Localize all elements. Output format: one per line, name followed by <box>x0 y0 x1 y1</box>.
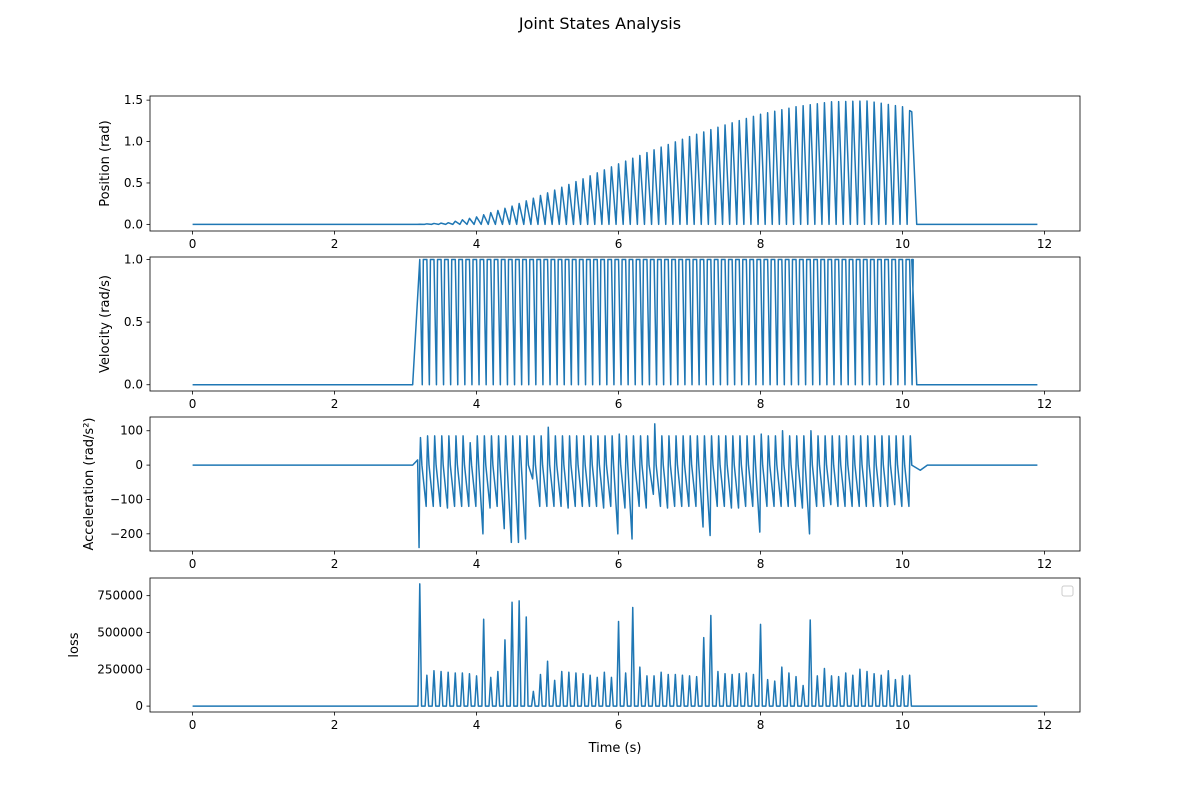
xlabel: Time (s) <box>588 741 642 756</box>
acceleration-axes-frame <box>149 416 1081 552</box>
loss-xtick-label: 4 <box>473 718 481 732</box>
loss-xtick-label: 8 <box>757 718 765 732</box>
velocity-xtick-label: 6 <box>615 397 623 411</box>
velocity-xtick-label: 12 <box>1037 397 1052 411</box>
acceleration-xtick-label: 12 <box>1037 557 1052 571</box>
acceleration-xtick-label: 10 <box>895 557 910 571</box>
velocity-xtick-label: 4 <box>473 397 481 411</box>
loss-xtick-label: 0 <box>189 718 197 732</box>
acceleration-xtick-label: 2 <box>331 557 339 571</box>
velocity-ytick-label: 0.5 <box>124 315 143 329</box>
loss-xtick-label: 2 <box>331 718 339 732</box>
velocity-ytick-label: 0.0 <box>124 378 143 392</box>
velocity-ytick-label: 1.0 <box>124 253 143 267</box>
velocity-xtick-label: 10 <box>895 397 910 411</box>
velocity-xtick-label: 0 <box>189 397 197 411</box>
position-xtick-label: 4 <box>473 237 481 251</box>
figure-title: Joint States Analysis <box>518 14 681 33</box>
loss-xtick-label: 12 <box>1037 718 1052 732</box>
loss-ytick-label: 500000 <box>97 625 143 639</box>
subplot-stack: 0 2 4 6 8 10 12 0.0 0.5 1.0 1.5 Position (rad) 0 2 4 6 8… <box>67 93 1081 756</box>
velocity-series-line <box>192 258 1038 386</box>
loss-legend-box <box>1061 585 1074 597</box>
position-xtick-label: 0 <box>189 237 197 251</box>
position-ytick-label: 1.5 <box>124 93 143 107</box>
loss-ytick-label: 0 <box>135 699 143 713</box>
position-series-line <box>192 100 1038 226</box>
acceleration-ytick-label: −100 <box>110 492 143 506</box>
loss-xtick-label: 6 <box>615 718 623 732</box>
acceleration-ytick-label: 100 <box>120 424 143 438</box>
acceleration-ytick-label: 0 <box>135 458 143 472</box>
position-ytick-label: 0.5 <box>124 176 143 190</box>
position-ylabel: Position (rad) <box>98 120 113 206</box>
velocity-xtick-label: 2 <box>331 397 339 411</box>
loss-ylabel: loss <box>67 632 82 657</box>
loss-axes-frame <box>149 577 1081 713</box>
acceleration-panel: 0 2 4 6 8 10 12 100 0 −100 −200 Acceleration (rad/s… <box>82 416 1081 571</box>
velocity-axes-frame <box>149 256 1081 392</box>
velocity-ylabel: Velocity (rad/s) <box>98 275 113 373</box>
position-ytick-label: 1.0 <box>124 135 143 149</box>
position-xtick-label: 2 <box>331 237 339 251</box>
position-xtick-label: 12 <box>1037 237 1052 251</box>
position-xtick-label: 8 <box>757 237 765 251</box>
position-xtick-label: 6 <box>615 237 623 251</box>
acceleration-xtick-label: 8 <box>757 557 765 571</box>
velocity-xtick-label: 8 <box>757 397 765 411</box>
loss-panel: 0 2 4 6 8 10 12 0 250000 500000 750000 loss Time (s) <box>67 577 1081 756</box>
acceleration-ylabel: Acceleration (rad/s²) <box>82 418 97 551</box>
position-axes-frame <box>149 95 1081 232</box>
acceleration-series-line <box>192 423 1038 549</box>
position-ytick-label: 0.0 <box>124 217 143 231</box>
acceleration-xtick-label: 6 <box>615 557 623 571</box>
loss-ytick-label: 250000 <box>97 662 143 676</box>
loss-series-line <box>192 583 1038 707</box>
loss-ytick-label: 750000 <box>97 589 143 603</box>
velocity-panel: 0 2 4 6 8 10 12 0.0 0.5 1.0 Velocity (rad/s) <box>98 253 1081 411</box>
loss-xtick-label: 10 <box>895 718 910 732</box>
position-xtick-label: 10 <box>895 237 910 251</box>
position-panel: 0 2 4 6 8 10 12 0.0 0.5 1.0 1.5 Position (rad) <box>98 93 1081 251</box>
acceleration-xtick-label: 4 <box>473 557 481 571</box>
acceleration-xtick-label: 0 <box>189 557 197 571</box>
acceleration-ytick-label: −200 <box>110 527 143 541</box>
